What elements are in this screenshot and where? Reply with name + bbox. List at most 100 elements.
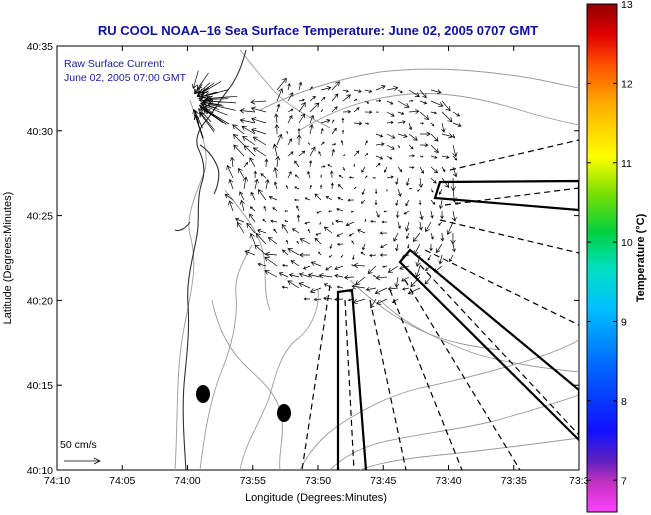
current-vector [353,186,357,190]
current-vector [207,98,237,105]
inset-line2: June 02, 2005 07:00 GMT [64,72,187,84]
current-vector [325,265,333,271]
buoy-marker [196,385,210,403]
current-vector [413,243,421,256]
current-vector [287,92,294,102]
current-vector [365,286,377,292]
current-vector [449,254,454,263]
current-vector [313,297,322,302]
current-vector [273,181,278,190]
current-vector [199,111,215,131]
current-vector [424,265,432,271]
current-vector [299,238,311,245]
current-vector [395,210,400,219]
current-vector [249,206,256,212]
current-vector [386,144,395,150]
current-vector [430,177,437,184]
current-vector [353,163,356,168]
current-vector [335,219,344,224]
current-vector [353,262,366,269]
x-tick-label: 74:10 [44,475,70,487]
current-vector [348,232,355,237]
current-vector [347,298,355,302]
current-vector [309,160,313,168]
current-vector [408,154,415,158]
depth-contours [174,49,579,470]
current-vector [430,144,439,154]
current-vector [291,228,300,234]
current-vector [264,256,278,267]
current-vector [342,166,345,171]
current-vector [264,158,269,168]
current-vector [408,99,414,102]
current-vector [199,112,215,133]
current-vector [288,273,300,278]
colorbar [586,3,618,513]
current-vector [253,170,257,179]
y-tick-label: 40:30 [27,126,53,138]
current-vector [207,102,236,111]
current-vector [397,100,410,108]
current-vector [241,125,256,135]
current-vector [438,254,443,265]
current-vector [397,144,400,149]
current-vector [338,175,344,179]
current-vector [408,122,413,131]
current-vector [419,210,424,221]
figure-title: RU COOL NOAA–16 Sea Surface Temperature:… [98,23,538,38]
current-vector [381,220,387,224]
current-vector [452,111,461,117]
current-vector [264,270,278,278]
current-vector [430,100,444,108]
current-vector [430,122,435,127]
current-vector [197,72,209,90]
current-vector [382,265,388,268]
current-vector [376,298,388,305]
current-vector [345,221,355,227]
current-vector [375,163,381,168]
current-vector [276,77,287,91]
current-vector [417,188,421,192]
current-vector [353,121,363,126]
current-vector [234,217,245,223]
current-vector [249,232,256,245]
current-vector [350,210,355,213]
scale-arrow [64,457,101,465]
current-vector [336,242,344,246]
colorbar-label: Temperature (°C) [635,213,647,302]
colorbar-tick-label: 8 [621,396,627,408]
x-tick-label: 73:40 [435,475,461,487]
current-vector [408,133,418,141]
current-vector [325,196,333,201]
current-vector [401,254,410,259]
current-vector [239,118,256,124]
current-vector [419,89,427,99]
current-vector [252,136,267,146]
current-vector [394,276,400,288]
current-vector [352,298,366,305]
current-vector [452,144,458,158]
current-vector [397,166,403,173]
current-vector [323,283,333,289]
inset-line1: Raw Surface Current: [64,58,165,70]
current-vector [375,111,379,113]
current-vector [348,176,355,179]
current-vector [320,97,326,102]
current-vector [318,251,322,256]
current-vector [254,244,267,256]
current-vector [375,210,380,218]
y-tick-label: 40:15 [27,380,53,392]
current-vector [352,254,355,260]
current-vector [397,111,405,115]
current-vector [250,191,256,201]
current-vector [397,120,406,124]
current-vector [379,231,388,235]
current-vector [304,197,311,201]
current-vector [341,117,345,124]
current-vector [308,142,311,146]
current-vector [372,176,377,179]
current-vector [441,133,454,139]
solid-track-polygons [336,179,579,470]
current-vector [330,182,334,190]
